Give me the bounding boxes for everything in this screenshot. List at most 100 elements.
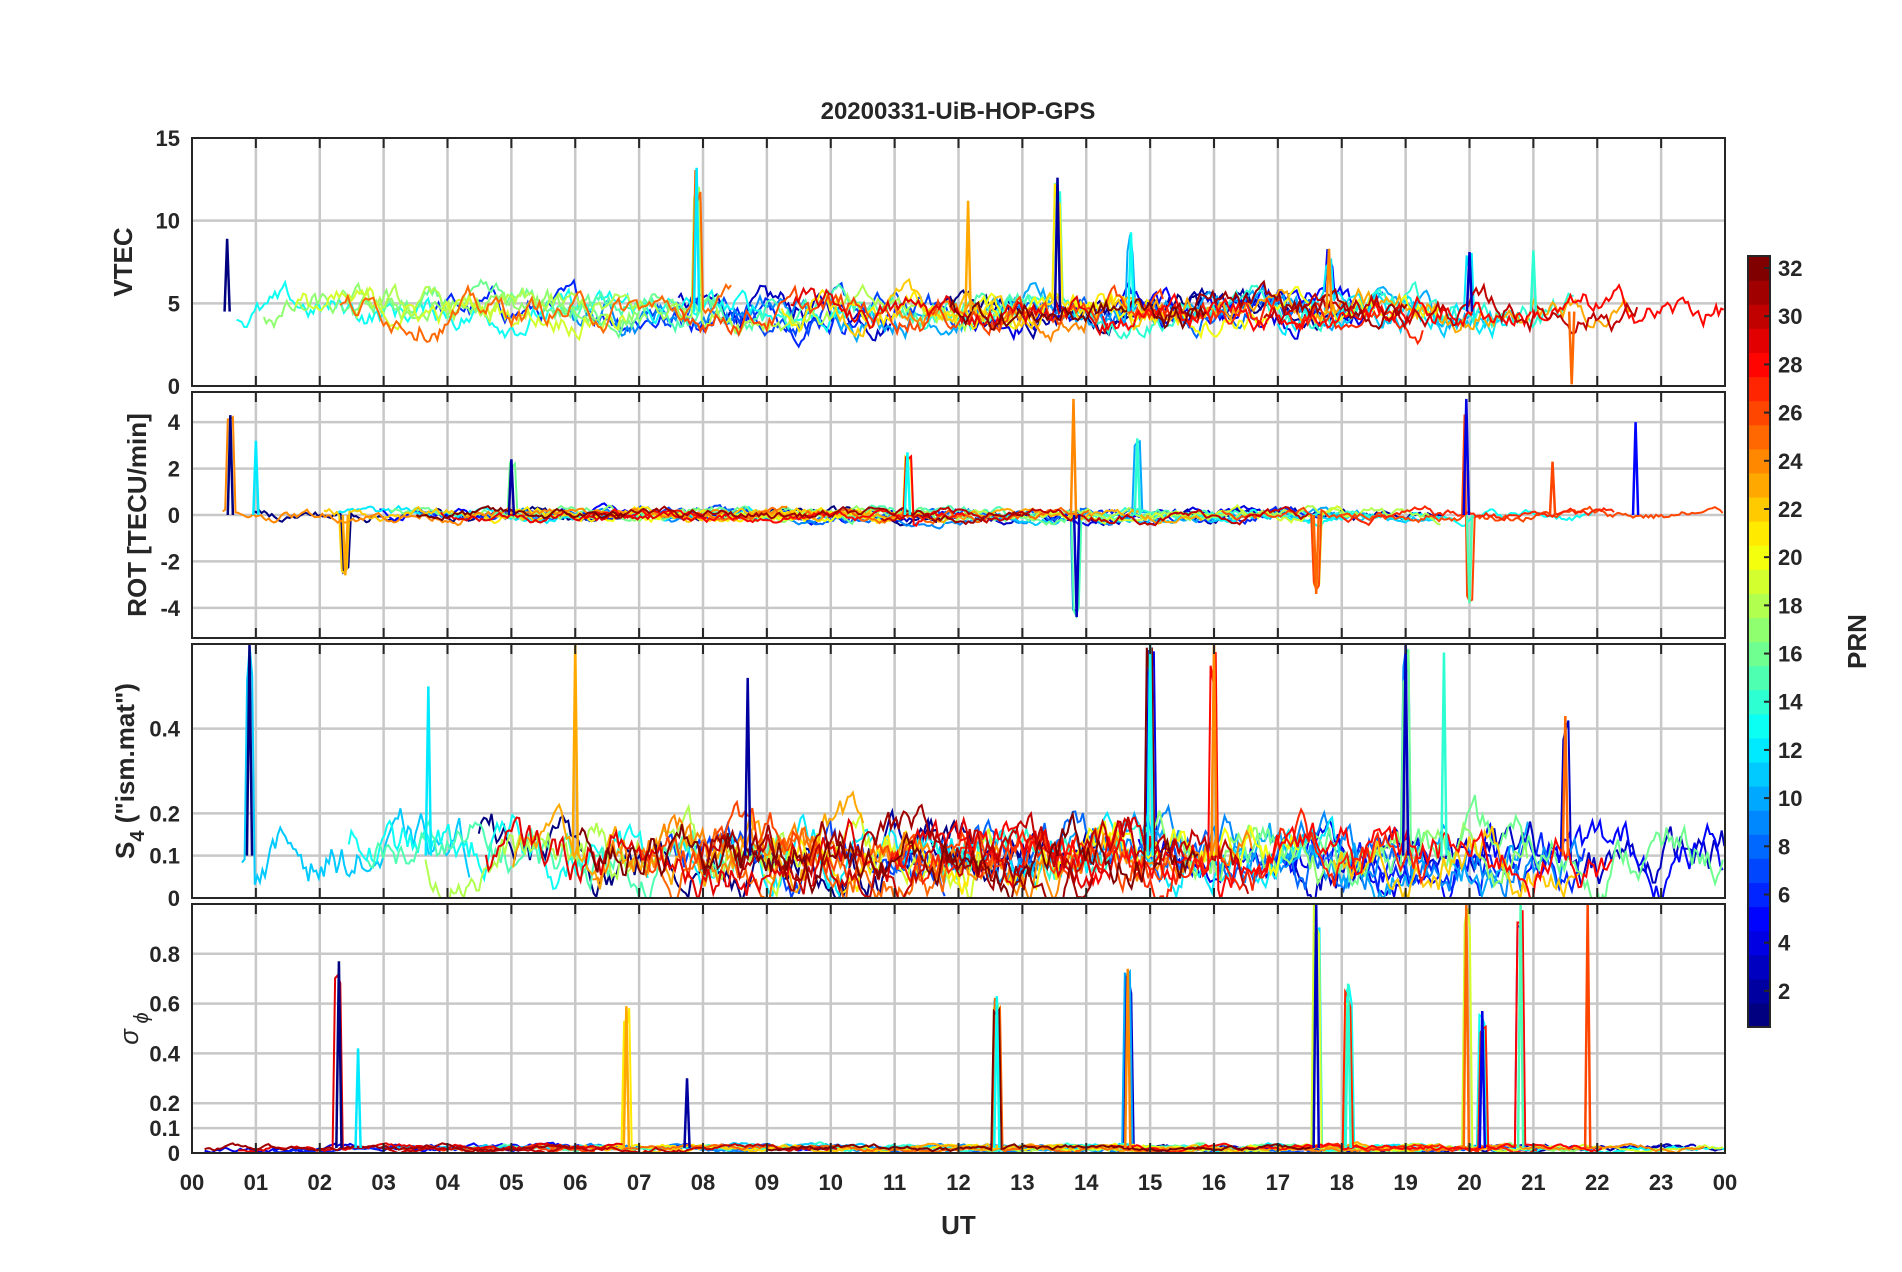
series-prn-31	[591, 505, 1031, 526]
x-tick-label: 11	[883, 1170, 906, 1195]
peak-spike	[1123, 968, 1132, 1149]
y-tick-label: 4	[168, 410, 181, 435]
y-axis-label: S4 ("ism.mat")	[110, 683, 149, 859]
peak-spike	[622, 1006, 631, 1149]
x-tick-label: 14	[1074, 1170, 1099, 1195]
series-prn-19	[294, 286, 627, 342]
y-tick-label: 15	[156, 126, 180, 151]
colorbar-swatch	[1748, 569, 1770, 594]
colorbar-swatch	[1748, 713, 1770, 739]
y-tick-label: 0	[168, 503, 180, 528]
y-axis-label: VTEC	[108, 227, 138, 297]
series-group	[241, 646, 1725, 898]
colorbar-swatch	[1748, 810, 1770, 835]
x-tick-label: 04	[435, 1170, 460, 1195]
x-tick-label: 00	[1713, 1170, 1737, 1195]
x-tick-label: 06	[563, 1170, 587, 1195]
x-tick-label: 05	[499, 1170, 523, 1195]
x-tick-label: 16	[1202, 1170, 1226, 1195]
series-prn-29	[484, 815, 1185, 898]
series-prn-32	[415, 505, 627, 522]
y-axis-label: σ ϕ	[114, 1012, 153, 1044]
y-tick-label: 0.2	[149, 1091, 180, 1116]
colorbar-tick-label: 16	[1778, 642, 1802, 667]
y-tick-label: 2	[168, 457, 180, 482]
y-tick-label: 0.4	[149, 717, 180, 742]
colorbar-swatch	[1748, 665, 1770, 691]
peak-spike	[245, 644, 254, 856]
colorbar-swatch	[1748, 280, 1770, 305]
colorbar-swatch	[1748, 737, 1770, 763]
peak-spike	[424, 686, 433, 856]
colorbar-swatch	[1748, 641, 1770, 667]
x-tick-label: 15	[1138, 1170, 1162, 1195]
series-prn-13	[347, 813, 649, 890]
colorbar-swatch	[1748, 689, 1770, 715]
x-tick-label: 22	[1585, 1170, 1609, 1195]
colorbar-tick-label: 10	[1778, 786, 1802, 811]
colorbar-swatch	[1748, 424, 1770, 450]
peak-spike	[1462, 904, 1471, 1149]
colorbar-tick-label: 22	[1778, 497, 1802, 522]
colorbar-swatch	[1748, 496, 1770, 522]
colorbar-swatch	[1748, 448, 1770, 474]
x-tick-label: 09	[755, 1170, 779, 1195]
series-prn-17	[262, 281, 648, 332]
series-prn-31	[204, 1142, 571, 1153]
peak-spike	[223, 238, 231, 312]
peak-spike	[1069, 398, 1078, 516]
colorbar-swatch	[1748, 256, 1770, 281]
peak-spike	[1072, 514, 1081, 618]
panel-rot: -4 -2 0 2 4 ROT [TECU/min]	[122, 391, 1726, 639]
series-prn-20	[1046, 1002, 1436, 1153]
colorbar-swatch	[1748, 786, 1770, 811]
x-tick-label: 03	[371, 1170, 395, 1195]
colorbar-swatch	[1748, 521, 1770, 546]
colorbar-tick-label: 14	[1778, 690, 1803, 715]
series-prn-30	[700, 810, 1250, 898]
series-prn-27	[1340, 505, 1615, 527]
colorbar-frame	[1747, 255, 1771, 1028]
figure-title: 20200331-UiB-HOP-GPS	[821, 98, 1096, 125]
series-prn-25	[642, 825, 947, 898]
peak-spike	[571, 644, 580, 856]
colorbar-swatch	[1748, 978, 1770, 1004]
peak-spike	[1567, 311, 1576, 385]
colorbar-label: PRN	[1842, 614, 1872, 669]
colorbar-swatch	[1748, 1002, 1770, 1028]
x-axis: 00 01 02 03 04 05 06 07 08 09 10 11 12 13 14 15 16 17 18 19…	[180, 1170, 1737, 1240]
x-tick-label: 00	[180, 1170, 204, 1195]
y-tick-label: 0.6	[149, 992, 180, 1017]
colorbar-swatch	[1748, 858, 1770, 884]
colorbar-tick-label: 20	[1778, 545, 1802, 570]
panel-sigma_phi: 00.10.2 0.4 0.6 0.8 σ ϕ	[114, 903, 1726, 1166]
colorbar-swatch	[1748, 328, 1770, 353]
colorbar-swatch	[1748, 304, 1770, 329]
series-prn-30	[382, 1143, 838, 1153]
x-tick-label: 23	[1649, 1170, 1673, 1195]
colorbar-tick-label: 24	[1778, 449, 1803, 474]
peak-spike	[1325, 248, 1333, 312]
colorbar-swatch	[1748, 617, 1770, 643]
series-prn-28	[1101, 283, 1725, 333]
peak-spike	[903, 452, 912, 516]
series-prn-29	[238, 973, 624, 1153]
peak-spike	[335, 961, 343, 1149]
series-prn-22	[834, 277, 1168, 338]
peak-spike	[1133, 438, 1142, 516]
peak-spike	[1478, 1011, 1487, 1149]
x-tick-label: 12	[946, 1170, 970, 1195]
peak-spike	[1516, 904, 1525, 1149]
peak-spike	[1529, 250, 1538, 312]
x-tick-label: 01	[244, 1170, 268, 1195]
colorbar-tick-label: 2	[1778, 979, 1790, 1004]
series-prn-31	[1155, 279, 1408, 331]
peak-spike	[1401, 644, 1410, 856]
colorbar-tick-label: 8	[1778, 834, 1790, 859]
y-tick-label: 0.1	[149, 844, 180, 869]
peak-spike	[226, 415, 235, 516]
series-prn-10	[863, 968, 1187, 1153]
peak-spike	[1312, 904, 1321, 1149]
series-prn-24	[1279, 1142, 1705, 1153]
